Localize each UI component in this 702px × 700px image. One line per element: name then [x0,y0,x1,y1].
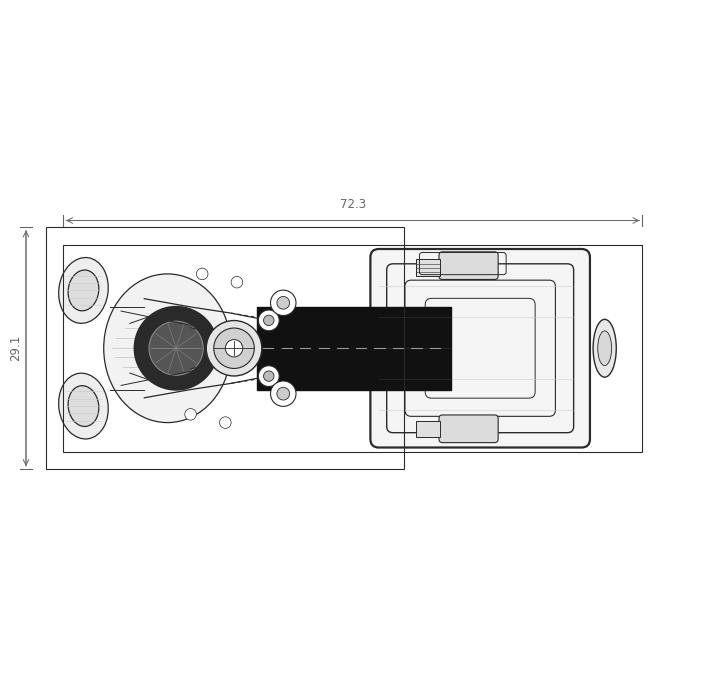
Circle shape [197,268,208,280]
Circle shape [270,290,296,316]
Circle shape [220,416,231,428]
Circle shape [231,276,243,288]
Circle shape [258,310,279,331]
FancyBboxPatch shape [371,249,590,447]
Circle shape [258,365,279,386]
Ellipse shape [593,319,616,377]
Circle shape [206,321,262,376]
FancyBboxPatch shape [439,415,498,442]
Ellipse shape [59,373,108,439]
Circle shape [277,387,290,400]
Circle shape [213,328,254,368]
Bar [63,245,642,452]
Text: 29.1: 29.1 [9,335,22,361]
Circle shape [185,409,197,420]
Bar [416,260,439,276]
Circle shape [277,297,290,309]
Circle shape [134,307,218,390]
Circle shape [225,340,243,357]
Ellipse shape [68,270,99,311]
Circle shape [149,321,203,375]
Circle shape [270,381,296,407]
Bar [46,228,404,469]
Circle shape [263,371,274,382]
Text: 72.3: 72.3 [340,198,366,211]
Ellipse shape [597,331,611,365]
Bar [416,421,439,437]
Ellipse shape [68,386,99,426]
Circle shape [263,315,274,326]
Ellipse shape [59,258,108,323]
Ellipse shape [104,274,231,423]
FancyBboxPatch shape [439,252,498,279]
